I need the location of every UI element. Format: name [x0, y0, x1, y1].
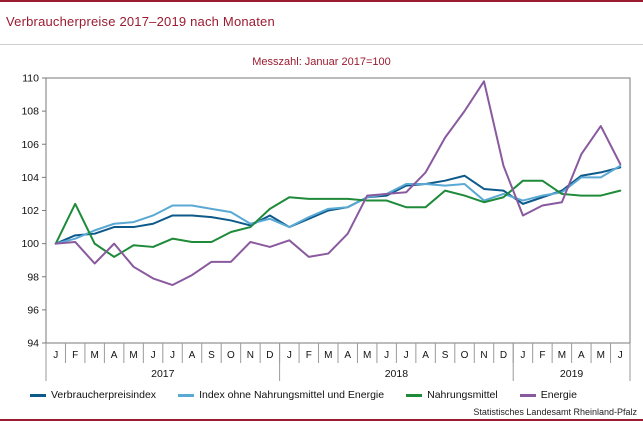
- year-label-2019: 2019: [560, 368, 584, 380]
- x-tick-label-13: F: [306, 350, 312, 361]
- legend-label-nahrungsmittel: Nahrungsmittel: [427, 389, 498, 401]
- y-tick-label-106: 106: [21, 139, 39, 151]
- x-tick-label-25: F: [539, 350, 545, 361]
- legend-item-index-ohne: Index ohne Nahrungsmittel und Energie: [178, 389, 384, 401]
- x-tick-label-27: A: [578, 350, 585, 361]
- x-tick-label-16: M: [363, 350, 371, 361]
- x-tick-label-17: J: [384, 350, 389, 361]
- legend-swatch-energie: [519, 393, 536, 397]
- x-tick-label-6: J: [170, 350, 175, 361]
- x-tick-label-22: N: [480, 350, 487, 361]
- legend-swatch-index-ohne: [178, 393, 195, 397]
- source-note: Statistisches Landesamt Rheinland-Pfalz: [473, 407, 637, 417]
- y-tick-label-102: 102: [21, 205, 39, 217]
- legend-swatch-nahrungsmittel: [406, 393, 423, 397]
- x-tick-label-4: M: [129, 350, 137, 361]
- bottom-rule: [0, 419, 643, 421]
- chart-legend: Verbraucherpreisindex Index ohne Nahrung…: [30, 388, 599, 402]
- x-tick-label-0: J: [53, 350, 58, 361]
- x-tick-label-20: S: [442, 350, 449, 361]
- x-tick-label-19: A: [422, 350, 429, 361]
- series-line-2: [54, 179, 622, 258]
- x-tick-label-2: M: [90, 350, 98, 361]
- y-tick-label-96: 96: [27, 304, 39, 316]
- x-tick-label-8: S: [208, 350, 215, 361]
- y-tick-label-104: 104: [21, 172, 39, 184]
- x-tick-label-28: M: [597, 350, 605, 361]
- y-tick-label-100: 100: [21, 238, 39, 250]
- x-tick-label-24: J: [520, 350, 525, 361]
- legend-item-nahrungsmittel: Nahrungsmittel: [406, 389, 498, 401]
- x-tick-label-5: J: [151, 350, 156, 361]
- x-tick-label-10: N: [247, 350, 254, 361]
- y-tick-label-108: 108: [21, 106, 39, 118]
- x-tick-label-9: O: [227, 350, 235, 361]
- top-rule: [0, 0, 643, 2]
- x-tick-label-18: J: [404, 350, 409, 361]
- chart-subtitle: Messzahl: Januar 2017=100: [252, 56, 391, 68]
- x-tick-label-1: F: [72, 350, 78, 361]
- year-label-2017: 2017: [151, 368, 175, 380]
- y-tick-label-94: 94: [27, 338, 39, 350]
- x-tick-label-3: A: [111, 350, 118, 361]
- x-tick-label-15: A: [344, 350, 351, 361]
- series-line-3: [54, 80, 622, 287]
- legend-swatch-verbraucherpreisindex: [30, 393, 46, 397]
- title-separator: [0, 44, 643, 45]
- x-tick-label-23: D: [500, 350, 507, 361]
- legend-label-energie: Energie: [540, 389, 577, 401]
- x-tick-label-26: M: [558, 350, 566, 361]
- legend-item-energie: Energie: [519, 389, 577, 401]
- x-tick-label-21: O: [461, 350, 469, 361]
- legend-label-verbraucherpreisindex: Verbraucherpreisindex: [51, 389, 157, 401]
- legend-label-index-ohne: Index ohne Nahrungsmittel und Energie: [199, 389, 385, 401]
- y-tick-label-110: 110: [22, 73, 39, 85]
- x-tick-label-29: J: [618, 350, 623, 361]
- legend-item-verbraucherpreisindex: Verbraucherpreisindex: [30, 389, 156, 401]
- page-title: Verbraucherpreise 2017–2019 nach Monaten: [6, 14, 275, 29]
- x-tick-label-7: A: [189, 350, 196, 361]
- y-tick-label-98: 98: [27, 271, 39, 283]
- year-label-2018: 2018: [385, 368, 409, 380]
- x-tick-label-12: J: [287, 350, 292, 361]
- x-tick-label-14: M: [324, 350, 332, 361]
- series-line-1: [54, 164, 622, 245]
- x-tick-label-11: D: [266, 350, 273, 361]
- series-line-0: [54, 166, 622, 245]
- plot-frame: [45, 77, 631, 344]
